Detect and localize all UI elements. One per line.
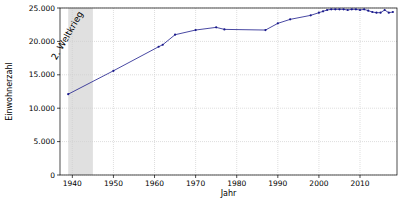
chart-svg: 2. Weltkrieg 0 5.000 10.000 15.000 20.000 25.0… <box>0 0 400 200</box>
point <box>355 8 357 10</box>
y-tick-label: 0 <box>50 171 55 180</box>
point <box>388 12 390 14</box>
y-tick <box>57 74 60 75</box>
y-tick <box>57 108 60 109</box>
point <box>359 9 361 11</box>
y-tick-label: 20.000 <box>29 37 55 46</box>
y-grid <box>60 141 397 142</box>
y-grid <box>60 108 397 109</box>
y-tick <box>57 41 60 42</box>
y-grid <box>60 74 397 75</box>
x-grid <box>277 8 278 175</box>
point <box>322 10 324 12</box>
x-tick-label: 1940 <box>63 179 82 188</box>
x-tick <box>277 175 278 178</box>
x-tick-label: 2000 <box>309 179 328 188</box>
point <box>371 11 373 13</box>
y-tick <box>57 175 60 176</box>
y-tick-label: 25.000 <box>29 4 55 13</box>
point <box>379 12 381 14</box>
x-tick <box>236 175 237 178</box>
point <box>326 9 328 11</box>
point <box>162 44 164 46</box>
annotation-label: 2. Weltkrieg <box>49 10 85 62</box>
point <box>318 12 320 14</box>
x-grid <box>195 8 196 175</box>
y-tick <box>57 8 60 9</box>
y-axis-label: Einwohnerzahl <box>5 62 14 121</box>
point <box>67 93 69 95</box>
point <box>158 46 160 48</box>
y-tick-label: 10.000 <box>29 104 55 113</box>
point <box>215 26 217 28</box>
y-tick-label: 15.000 <box>29 70 55 79</box>
point <box>351 8 353 10</box>
point <box>347 9 349 11</box>
point <box>310 14 312 16</box>
point <box>375 12 377 14</box>
x-tick <box>113 175 114 178</box>
x-tick-label: 2010 <box>350 179 369 188</box>
point <box>384 9 386 11</box>
x-grid <box>360 8 361 175</box>
x-tick-label: 1950 <box>104 179 123 188</box>
x-grid <box>236 8 237 175</box>
x-tick-label: 1980 <box>227 179 246 188</box>
point <box>367 10 369 12</box>
point <box>223 28 225 30</box>
x-grid <box>154 8 155 175</box>
x-tick-label: 1960 <box>145 179 164 188</box>
point <box>330 8 332 10</box>
x-grid <box>113 8 114 175</box>
y-tick-label: 5.000 <box>34 137 56 146</box>
x-tick <box>72 175 73 178</box>
y-grid <box>60 41 397 42</box>
point <box>363 8 365 10</box>
chart: 2. Weltkrieg 0 5.000 10.000 15.000 20.000 25.0… <box>0 0 400 200</box>
point <box>289 18 291 20</box>
point <box>277 22 279 24</box>
point <box>334 8 336 10</box>
point <box>195 29 197 31</box>
x-tick <box>154 175 155 178</box>
point <box>174 34 176 36</box>
x-tick-label: 1970 <box>186 179 205 188</box>
x-tick <box>360 175 361 178</box>
x-tick <box>318 175 319 178</box>
point <box>112 70 114 72</box>
point <box>392 11 394 13</box>
x-tick <box>195 175 196 178</box>
x-tick-label: 1990 <box>268 179 287 188</box>
point <box>342 8 344 10</box>
series-group <box>67 8 394 95</box>
point <box>338 8 340 10</box>
point <box>264 29 266 31</box>
y-tick <box>57 141 60 142</box>
x-axis-label: Jahr <box>220 189 237 198</box>
x-grid <box>318 8 319 175</box>
plot-frame <box>60 8 397 175</box>
population-line <box>68 9 393 94</box>
